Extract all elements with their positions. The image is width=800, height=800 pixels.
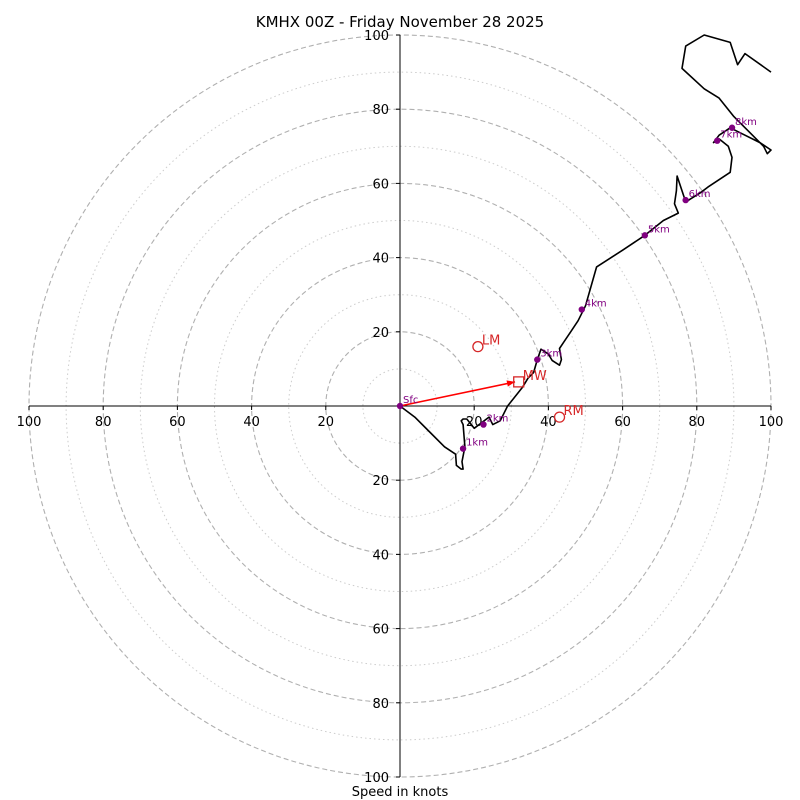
y-tick-label: 40 xyxy=(372,252,389,267)
x-axis-label: Speed in knots xyxy=(352,785,449,800)
height-label-sfc: Sfc xyxy=(403,395,418,406)
storm-motion-marker-lm xyxy=(472,340,484,353)
storm-motion-label-lm: LM xyxy=(482,334,500,349)
y-tick-label: 100 xyxy=(364,29,389,44)
height-markers: Sfc 1km 2km 3km 4km 5km 6km 7km 8km xyxy=(396,117,757,452)
shear-vector-line xyxy=(399,381,516,407)
tick-labels: 100 80 60 40 20 20 40 60 80 100 100 80 60 40 20 20 40 60 8… xyxy=(17,29,784,786)
chart-title: KMHX 00Z - Friday November 28 2025 xyxy=(256,13,544,31)
height-label-8km: 8km xyxy=(735,117,757,128)
height-label-6km: 6km xyxy=(689,189,711,200)
storm-motion-group: LM RM MW xyxy=(472,334,584,423)
x-tick-label: 80 xyxy=(95,415,112,430)
height-marker-4km xyxy=(578,306,585,313)
wind-trace xyxy=(399,34,772,470)
x-tick-label: 100 xyxy=(17,415,42,430)
x-tick-label: 20 xyxy=(466,415,483,430)
storm-motion-label-mw: MW xyxy=(523,369,547,384)
storm-motion-marker-mw xyxy=(513,376,525,388)
y-tick-label: 80 xyxy=(372,697,389,712)
shear-vector-group xyxy=(399,380,516,407)
height-marker-1km xyxy=(459,445,467,452)
height-label-5km: 5km xyxy=(648,224,670,235)
storm-motion-label-rm: RM xyxy=(564,404,584,419)
x-tick-label: 60 xyxy=(614,415,631,430)
height-marker-sfc xyxy=(396,402,404,410)
height-marker-2km xyxy=(480,421,487,428)
x-tick-label: 40 xyxy=(540,415,557,430)
y-tick-label: 40 xyxy=(372,548,389,563)
height-marker-8km xyxy=(728,124,736,131)
hodograph-trace-line xyxy=(399,34,772,470)
y-tick-label: 60 xyxy=(372,623,389,638)
height-label-2km: 2km xyxy=(486,414,508,425)
storm-motion-marker-rm xyxy=(553,411,566,423)
shear-vector-arrowhead xyxy=(506,380,516,387)
height-marker-3km xyxy=(534,356,541,363)
x-tick-label: 100 xyxy=(759,415,784,430)
y-tick-label: 80 xyxy=(372,103,389,118)
y-tick-label: 60 xyxy=(372,177,389,192)
x-tick-label: 40 xyxy=(243,415,260,430)
height-label-4km: 4km xyxy=(585,299,607,310)
height-label-7km: 7km xyxy=(720,130,742,141)
x-tick-label: 20 xyxy=(318,415,335,430)
x-tick-label: 60 xyxy=(169,415,186,430)
x-tick-label: 80 xyxy=(689,415,706,430)
height-marker-6km xyxy=(682,196,689,204)
y-tick-label: 20 xyxy=(372,474,389,489)
y-tick-label: 100 xyxy=(364,771,389,786)
height-label-1km: 1km xyxy=(466,438,488,449)
height-marker-5km xyxy=(641,232,649,239)
y-tick-label: 20 xyxy=(372,326,389,341)
height-label-3km: 3km xyxy=(540,349,562,360)
height-marker-7km xyxy=(714,137,721,144)
